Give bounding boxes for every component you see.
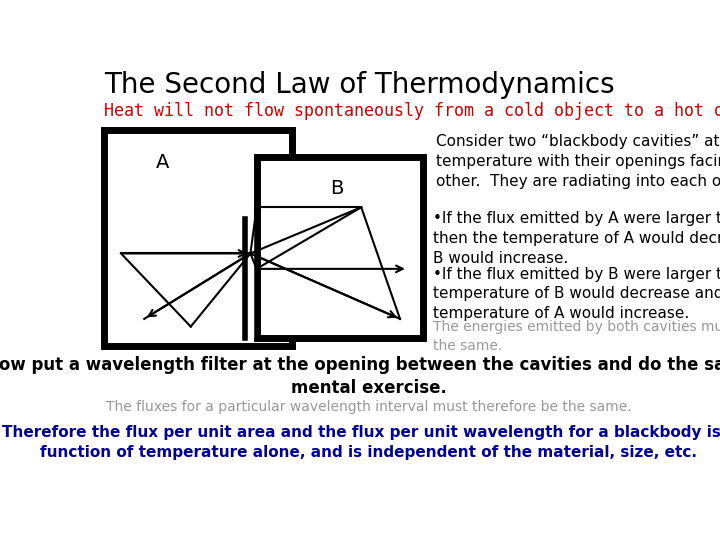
Text: •If the flux emitted by B were larger then the
temperature of B would decrease a: •If the flux emitted by B were larger th…: [433, 267, 720, 321]
Bar: [246, 219, 255, 338]
Text: Consider two “blackbody cavities” at equal
temperature with their openings facin: Consider two “blackbody cavities” at equ…: [436, 134, 720, 188]
Bar: [256, 157, 423, 338]
Text: Therefore the flux per unit area and the flux per unit wavelength for a blackbod: Therefore the flux per unit area and the…: [1, 425, 720, 460]
Text: The Second Law of Thermodynamics: The Second Law of Thermodynamics: [104, 71, 615, 99]
Text: The energies emitted by both cavities must be
the same.: The energies emitted by both cavities mu…: [433, 320, 720, 353]
Text: A: A: [156, 153, 169, 172]
Text: Now put a wavelength filter at the opening between the cavities and do the same
: Now put a wavelength filter at the openi…: [0, 356, 720, 397]
Text: •If the flux emitted by A were larger than B
then the temperature of A would dec: •If the flux emitted by A were larger th…: [433, 211, 720, 266]
Bar: [104, 130, 292, 346]
Text: Heat will not flow spontaneously from a cold object to a hot object.: Heat will not flow spontaneously from a …: [104, 102, 720, 120]
Text: The fluxes for a particular wavelength interval must therefore be the same.: The fluxes for a particular wavelength i…: [106, 400, 632, 414]
Text: B: B: [330, 179, 343, 198]
